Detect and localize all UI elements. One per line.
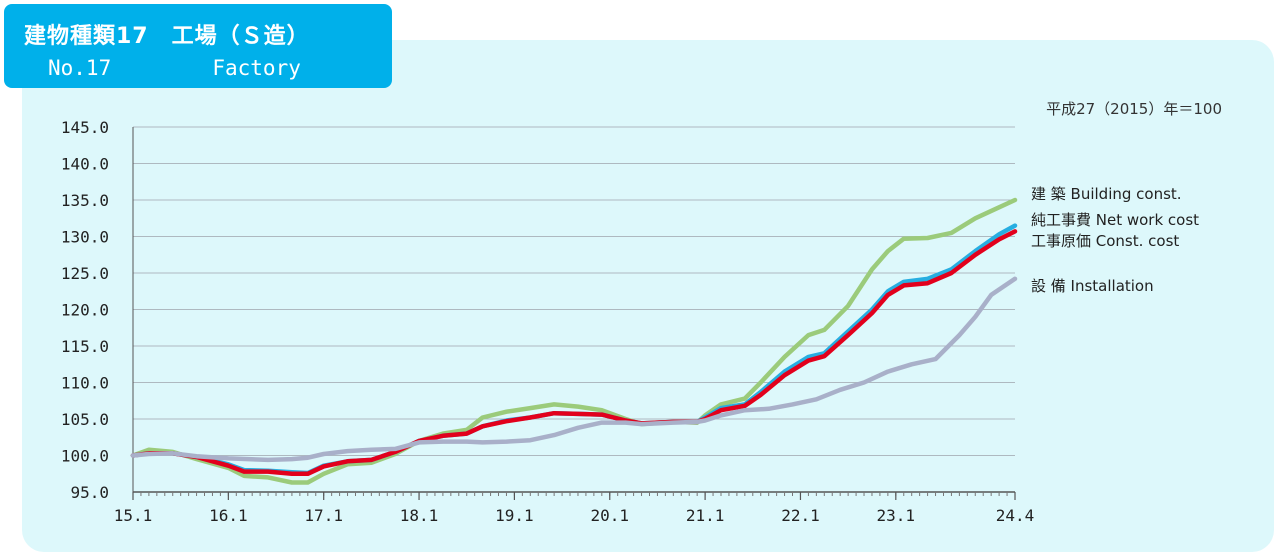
x-tick-label: 16.1 [209, 506, 248, 525]
y-tick-label: 105.0 [61, 410, 109, 429]
title-japanese: 建物種類17 工場（Ｓ造） [24, 24, 310, 49]
y-tick-label: 120.0 [61, 301, 109, 320]
x-tick-label: 19.1 [495, 506, 534, 525]
y-tick-label: 145.0 [61, 118, 109, 137]
title-english: No.17 Factory [48, 56, 301, 80]
x-tick-label: 18.1 [400, 506, 439, 525]
x-tick-label: 17.1 [304, 506, 343, 525]
legend-entry: 建 築 Building const. [1031, 185, 1182, 203]
y-tick-label: 125.0 [61, 264, 109, 283]
x-tick-label: 24.4 [996, 506, 1035, 525]
y-tick-label: 95.0 [70, 483, 109, 502]
y-tick-label: 110.0 [61, 374, 109, 393]
chart-header: 建物種類17 工場（Ｓ造） No.17 Factory [4, 4, 392, 88]
series-line [130, 223, 1018, 476]
legend-entry: 純工事費 Net work cost [1031, 211, 1199, 229]
series-lines [130, 197, 1018, 485]
x-tick-label: 23.1 [877, 506, 916, 525]
base-note: 平成27（2015）年＝100 [1046, 100, 1222, 118]
y-tick-label: 115.0 [61, 337, 109, 356]
y-tick-label: 130.0 [61, 228, 109, 247]
legend-entry: 工事原価 Const. cost [1031, 232, 1179, 250]
legend-entry: 設 備 Installation [1031, 277, 1154, 295]
series-line [130, 197, 1018, 485]
legend: 建 築 Building const. 純工事費 Net work cost 工事原… [1031, 185, 1199, 295]
x-tick-label: 20.1 [590, 506, 629, 525]
x-tick-label: 22.1 [781, 506, 820, 525]
y-tick-label: 140.0 [61, 155, 109, 174]
series-line [130, 229, 1018, 477]
y-tick-label: 135.0 [61, 191, 109, 210]
axes: 145.0 140.0 135.0 130.0 125.0 120.0 115.0 110.0… [61, 118, 1034, 525]
x-tick-label: 21.1 [686, 506, 725, 525]
x-tick-label: 15.1 [114, 506, 153, 525]
y-tick-label: 100.0 [61, 447, 109, 466]
series-line [130, 276, 1018, 463]
